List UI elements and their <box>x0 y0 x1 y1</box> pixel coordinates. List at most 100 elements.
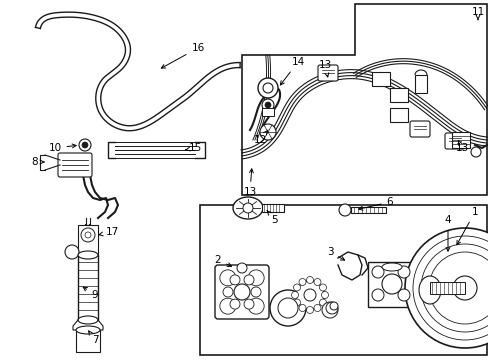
Bar <box>451 132 469 148</box>
Circle shape <box>263 83 272 93</box>
Bar <box>76 330 100 352</box>
FancyBboxPatch shape <box>58 153 92 177</box>
Circle shape <box>329 302 337 310</box>
Circle shape <box>452 276 476 300</box>
Ellipse shape <box>413 271 445 309</box>
Circle shape <box>264 102 270 108</box>
Circle shape <box>244 275 253 285</box>
Bar <box>367 262 415 307</box>
Circle shape <box>338 204 350 216</box>
Text: 9: 9 <box>83 287 98 300</box>
Bar <box>350 207 385 213</box>
Circle shape <box>234 284 249 300</box>
Bar <box>389 88 407 102</box>
Bar <box>262 108 273 116</box>
FancyBboxPatch shape <box>444 133 464 149</box>
Circle shape <box>397 266 409 278</box>
Circle shape <box>321 292 328 298</box>
Circle shape <box>85 232 91 238</box>
Bar <box>78 225 98 255</box>
Ellipse shape <box>381 263 401 271</box>
Text: 10: 10 <box>48 143 76 153</box>
Text: 4: 4 <box>444 215 450 251</box>
FancyBboxPatch shape <box>317 65 337 81</box>
Circle shape <box>269 290 305 326</box>
Ellipse shape <box>232 197 263 219</box>
Circle shape <box>325 302 337 314</box>
Circle shape <box>381 274 401 294</box>
Circle shape <box>247 270 264 286</box>
Circle shape <box>306 306 313 314</box>
Polygon shape <box>242 4 486 195</box>
Ellipse shape <box>78 316 98 324</box>
Circle shape <box>298 305 305 311</box>
Text: 6: 6 <box>358 197 392 210</box>
Circle shape <box>243 203 252 213</box>
Bar <box>429 282 464 294</box>
Circle shape <box>81 228 95 242</box>
Circle shape <box>223 287 232 297</box>
Circle shape <box>247 298 264 314</box>
Circle shape <box>278 298 297 318</box>
Text: 8: 8 <box>32 157 44 167</box>
Circle shape <box>304 289 315 301</box>
Circle shape <box>237 263 246 273</box>
Circle shape <box>260 124 275 140</box>
Circle shape <box>65 245 79 259</box>
Bar <box>371 72 389 86</box>
Ellipse shape <box>78 251 98 259</box>
Circle shape <box>293 299 300 306</box>
Text: 1: 1 <box>456 207 477 245</box>
Text: 2: 2 <box>214 255 231 266</box>
Circle shape <box>313 279 320 285</box>
Text: 15: 15 <box>185 143 201 153</box>
Text: 3: 3 <box>326 247 344 260</box>
FancyBboxPatch shape <box>409 121 429 137</box>
Circle shape <box>397 289 409 301</box>
Text: 16: 16 <box>161 43 204 68</box>
Bar <box>78 255 98 320</box>
Polygon shape <box>200 205 486 355</box>
Text: 13: 13 <box>454 140 468 153</box>
Circle shape <box>371 266 383 278</box>
Circle shape <box>229 299 240 309</box>
Circle shape <box>79 139 91 151</box>
Circle shape <box>306 276 313 284</box>
Text: 11: 11 <box>470 7 484 20</box>
Circle shape <box>220 270 235 286</box>
Circle shape <box>250 287 261 297</box>
Bar <box>414 75 426 93</box>
Text: 12: 12 <box>253 130 267 145</box>
Circle shape <box>404 228 488 348</box>
Text: 13: 13 <box>318 60 331 77</box>
Text: 5: 5 <box>266 211 278 225</box>
Text: 13: 13 <box>243 169 256 197</box>
Circle shape <box>428 252 488 324</box>
FancyBboxPatch shape <box>215 265 268 319</box>
Circle shape <box>82 142 88 148</box>
Bar <box>389 108 407 122</box>
Circle shape <box>412 236 488 340</box>
Bar <box>262 204 284 212</box>
Circle shape <box>298 279 305 285</box>
Circle shape <box>420 244 488 332</box>
Text: 17: 17 <box>99 227 119 237</box>
Circle shape <box>295 281 324 309</box>
Circle shape <box>220 298 235 314</box>
Circle shape <box>321 302 337 318</box>
Text: 14: 14 <box>280 57 304 85</box>
Circle shape <box>319 299 326 306</box>
Ellipse shape <box>76 326 100 334</box>
Circle shape <box>229 275 240 285</box>
Circle shape <box>291 292 298 298</box>
Circle shape <box>470 147 480 157</box>
Circle shape <box>371 289 383 301</box>
Ellipse shape <box>418 276 440 304</box>
Circle shape <box>262 99 273 111</box>
Circle shape <box>319 284 326 291</box>
Text: 7: 7 <box>88 331 98 345</box>
Circle shape <box>244 299 253 309</box>
Circle shape <box>293 284 300 291</box>
Circle shape <box>258 78 278 98</box>
Circle shape <box>313 305 320 311</box>
